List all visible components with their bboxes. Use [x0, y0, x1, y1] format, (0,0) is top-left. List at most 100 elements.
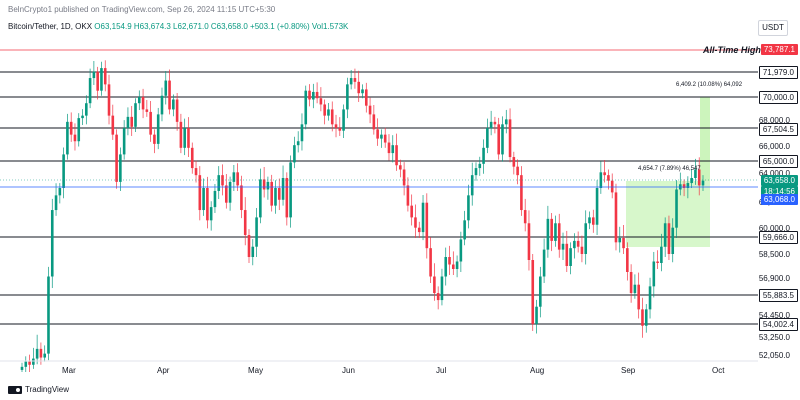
candle-body [202, 187, 205, 211]
candle-body [463, 220, 466, 240]
candle-body [516, 166, 519, 176]
candle-body [395, 145, 398, 166]
month-label: Sep [621, 366, 636, 375]
candle-body [641, 309, 644, 326]
candle-body [137, 97, 141, 104]
candle-body [508, 119, 512, 158]
level-price-tag: 67,504.5 [758, 123, 798, 136]
ohlc-low: L62,671.0 [173, 22, 209, 31]
candle-body [694, 169, 697, 178]
candle-body [644, 309, 648, 326]
candle-body [368, 105, 372, 115]
candle-body [504, 119, 508, 125]
horizontal-levels [0, 49, 758, 325]
candle-body [629, 272, 633, 294]
candle-body [47, 276, 50, 354]
candle-body [62, 154, 65, 188]
candle-body [126, 116, 130, 129]
candle-body [293, 145, 296, 163]
top-bar: BelnCrypto1 published on TradingView.com… [0, 0, 800, 18]
candle-body [580, 246, 584, 254]
candle-body [164, 80, 168, 96]
candle-body [319, 98, 323, 105]
candle-body [251, 246, 255, 257]
candle-body [531, 260, 535, 325]
candle-body [187, 128, 190, 148]
publisher-text: BelnCrypto1 published on TradingView.com… [8, 5, 276, 14]
measure-label-top: 6,409.2 (10.08%) 64,092 [676, 82, 743, 88]
candle-body [414, 217, 417, 228]
axis-tick: 68,000.0 [758, 116, 790, 125]
axis-tick: 64,000.0 [758, 169, 790, 178]
candle-body [323, 104, 326, 116]
month-label: May [248, 366, 264, 375]
candle-body [383, 134, 387, 143]
month-label: Jul [436, 366, 447, 375]
support-price-tag: 63,068.0 [760, 194, 798, 205]
candle-body [194, 168, 198, 176]
candle-body [88, 78, 92, 104]
candle-body [421, 202, 425, 233]
candle-body [478, 163, 482, 169]
candle-body [444, 257, 448, 277]
candle-body [380, 134, 383, 139]
candle-body [255, 217, 258, 247]
level-price-tag: 71,979.0 [758, 66, 798, 79]
candle-body [100, 68, 103, 91]
candle-body [459, 239, 463, 262]
candle-body [372, 114, 376, 130]
ohlc-high: H63,674.3 [133, 22, 171, 31]
candle-body [69, 121, 73, 135]
candle-body [523, 210, 527, 224]
candle-body [410, 205, 413, 218]
candlesticks [20, 60, 705, 372]
candle-body [455, 261, 459, 269]
candle-body [610, 180, 614, 193]
candle-body [66, 121, 69, 155]
candle-body [493, 121, 497, 125]
level-price-tag: 70,000.0 [758, 91, 798, 104]
candle-body [448, 257, 451, 265]
candle-body [262, 179, 266, 190]
candle-body [626, 248, 629, 272]
candle-body [486, 128, 489, 148]
candle-body [542, 249, 546, 277]
candle-body [232, 172, 236, 182]
candle-body [160, 95, 164, 115]
candle-body [470, 175, 474, 196]
candle-body [20, 366, 24, 370]
candle-body [342, 109, 345, 131]
candle-body [682, 184, 686, 188]
candle-body [429, 248, 432, 277]
candle-body [28, 361, 31, 365]
candle-body [667, 223, 671, 254]
candle-body [334, 124, 338, 129]
candle-body [145, 109, 149, 112]
candle-body [588, 217, 591, 224]
candle-body [134, 103, 137, 127]
candle-body [576, 240, 580, 247]
candle-body [43, 353, 46, 358]
month-label: Aug [530, 366, 545, 375]
candle-body [633, 284, 637, 294]
candle-body [243, 210, 247, 236]
candle-body [690, 177, 693, 184]
tradingview-logo[interactable]: TradingView [8, 385, 69, 394]
candle-body [77, 118, 81, 142]
level-price-tag: 59,666.0 [758, 231, 798, 244]
axis-tick: 58,500.0 [758, 250, 790, 259]
symbol-name[interactable]: Bitcoin/Tether, 1D, OKX [8, 22, 93, 31]
candle-body [561, 243, 565, 250]
candle-body [141, 97, 145, 110]
level-price-tag: 55,883.5 [758, 289, 798, 302]
candle-body [183, 128, 186, 148]
candle-body [391, 145, 395, 154]
currency-unit-button[interactable]: USDT [758, 20, 788, 36]
candle-body [115, 134, 118, 182]
candle-body [557, 223, 561, 250]
candle-body [474, 168, 478, 176]
candle-body [206, 187, 209, 221]
tradingview-icon [8, 385, 22, 394]
axis-tick: 54,450.0 [758, 311, 790, 320]
